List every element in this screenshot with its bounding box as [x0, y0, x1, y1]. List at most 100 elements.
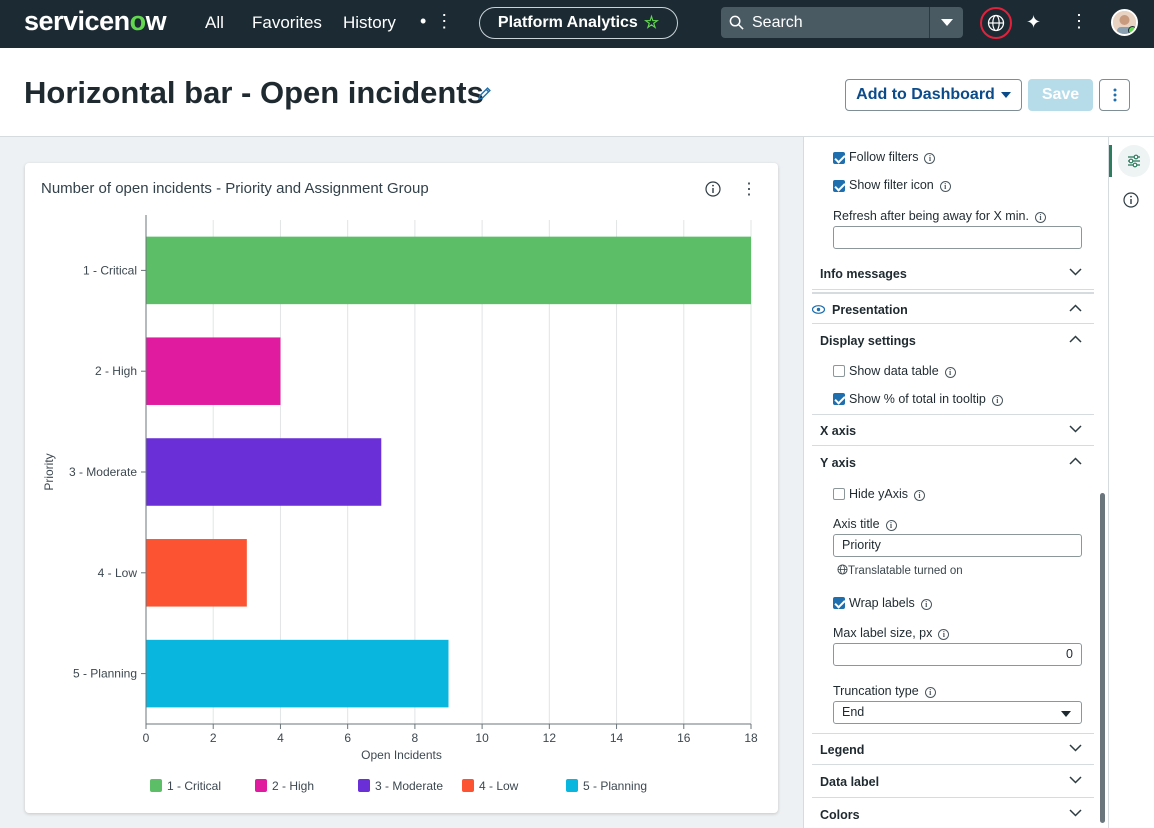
page-header: Horizontal bar - Open incidents Add to D…	[0, 48, 1154, 137]
legend-label: 5 - Planning	[583, 779, 647, 793]
save-button[interactable]: Save	[1028, 79, 1093, 111]
vertical-dots-icon	[1113, 88, 1116, 102]
section-x-axis[interactable]: X axis	[812, 414, 1094, 446]
show-pct-tooltip-checkbox[interactable]	[833, 393, 845, 405]
wrap-labels-label: Wrap labels i	[849, 596, 932, 610]
info-icon[interactable]: i	[920, 599, 932, 610]
search-input[interactable]: Search	[721, 7, 929, 38]
section-y-axis[interactable]: Y axis	[812, 447, 1094, 479]
follow-filters-checkbox[interactable]	[833, 152, 845, 164]
truncation-type-label: Truncation type i	[833, 684, 936, 698]
info-icon[interactable]: i	[944, 367, 956, 378]
bar	[146, 438, 382, 506]
wrap-labels-checkbox[interactable]	[833, 597, 845, 609]
legend-swatch	[462, 779, 474, 792]
section-label: Presentation	[832, 303, 908, 317]
section-label: Colors	[820, 808, 860, 822]
info-icon[interactable]: i	[885, 520, 897, 531]
panel-scrollbar[interactable]	[1100, 493, 1105, 823]
truncation-type-select[interactable]: End	[833, 701, 1082, 724]
y-tick-label: 1 - Critical	[83, 263, 137, 277]
section-label: Display settings	[820, 334, 916, 348]
search-scope-dropdown[interactable]	[929, 7, 963, 38]
config-panel: Follow filters i Show filter icon i Refres…	[803, 137, 1108, 828]
info-icon[interactable]: i	[939, 181, 951, 192]
show-data-table-checkbox[interactable]	[833, 365, 845, 377]
section-data-label[interactable]: Data label	[812, 766, 1094, 798]
chevron-up-icon	[1069, 457, 1082, 465]
refresh-minutes-input[interactable]	[833, 226, 1082, 249]
star-icon[interactable]: ☆	[643, 13, 660, 32]
more-options-icon[interactable]: ⋮	[1070, 11, 1088, 31]
info-icon[interactable]	[705, 181, 721, 202]
info-icon[interactable]: i	[914, 490, 926, 501]
sparkle-icon[interactable]: ✦	[1026, 12, 1042, 32]
axis-title-input[interactable]: Priority	[833, 534, 1082, 557]
section-label: Data label	[820, 775, 880, 789]
info-icon[interactable]: i	[991, 395, 1003, 406]
legend-label: 3 - Moderate	[375, 779, 443, 793]
app-pill-platform-analytics[interactable]: Platform Analytics ☆	[479, 7, 678, 39]
legend-swatch	[150, 779, 162, 792]
bar-chart: 0 2 4 6 8 10 12 14 16 18 1 - Critical 2 - High 3 - M…	[42, 215, 758, 793]
info-icon[interactable]	[1123, 192, 1139, 213]
add-to-dashboard-button[interactable]: Add to Dashboard	[845, 79, 1022, 111]
caret-down-icon	[940, 18, 953, 26]
section-label: Legend	[820, 743, 865, 757]
info-icon[interactable]: i	[924, 687, 936, 698]
chevron-up-icon	[1069, 335, 1082, 343]
top-nav: servicenow All Favorites History • ⋮ Pla…	[0, 0, 1154, 48]
legend-label: 1 - Critical	[167, 779, 221, 793]
section-label: X axis	[820, 424, 857, 438]
nav-more-menu[interactable]: • ⋮	[420, 11, 456, 31]
online-status-dot	[1128, 26, 1136, 34]
nav-history[interactable]: History	[343, 13, 396, 32]
bar	[146, 337, 281, 405]
nav-all[interactable]: All	[205, 13, 224, 32]
card-more-icon[interactable]: ⋮	[741, 181, 757, 198]
app-pill-label: Platform Analytics	[497, 14, 638, 31]
more-actions-button[interactable]	[1099, 79, 1130, 111]
show-pct-tooltip-label: Show % of total in tooltip i	[849, 392, 1003, 406]
hide-yaxis-checkbox[interactable]	[833, 488, 845, 500]
section-presentation[interactable]: Presentation	[812, 292, 1094, 324]
refresh-label: Refresh after being away for X min. i	[833, 209, 1046, 223]
y-tick-label: 4 - Low	[98, 566, 138, 580]
section-display-settings[interactable]: Display settings	[812, 325, 1094, 357]
search-placeholder: Search	[752, 13, 803, 31]
section-legend[interactable]: Legend	[812, 733, 1094, 765]
chevron-up-icon	[1069, 304, 1082, 312]
hide-yaxis-label: Hide yAxis i	[849, 487, 926, 501]
show-data-table-label: Show data table i	[849, 364, 956, 378]
section-info-messages[interactable]: Info messages	[812, 258, 1094, 290]
x-tick-label: 14	[610, 731, 624, 745]
truncation-type-value: End	[842, 705, 865, 719]
info-icon[interactable]: i	[924, 153, 936, 164]
caret-down-icon	[1000, 91, 1011, 98]
chevron-down-icon	[1069, 744, 1082, 752]
nav-favorites[interactable]: Favorites	[252, 13, 322, 32]
page-title: Horizontal bar - Open incidents	[24, 75, 484, 110]
legend-swatch	[566, 779, 578, 792]
x-axis-title: Open Incidents	[361, 748, 442, 762]
info-icon[interactable]: i	[1034, 212, 1046, 223]
caret-down-icon	[1061, 711, 1071, 717]
pencil-icon[interactable]	[476, 85, 493, 107]
sliders-icon[interactable]	[1118, 145, 1150, 177]
x-tick-label: 10	[475, 731, 489, 745]
globe-button[interactable]	[980, 7, 1012, 39]
x-tick-label: 18	[744, 731, 758, 745]
servicenow-logo[interactable]: servicenow	[24, 6, 167, 36]
chevron-down-icon	[1069, 776, 1082, 784]
chevron-down-icon	[1069, 425, 1082, 433]
x-tick-label: 0	[143, 731, 150, 745]
globe-icon	[987, 14, 1005, 32]
section-label: Info messages	[820, 267, 907, 281]
bar	[146, 539, 247, 607]
user-avatar[interactable]	[1111, 9, 1138, 36]
x-tick-label: 8	[412, 731, 419, 745]
info-icon[interactable]: i	[938, 629, 950, 640]
section-colors[interactable]: Colors	[812, 799, 1094, 828]
show-filter-icon-checkbox[interactable]	[833, 180, 845, 192]
max-label-size-input[interactable]: 0	[833, 643, 1082, 666]
